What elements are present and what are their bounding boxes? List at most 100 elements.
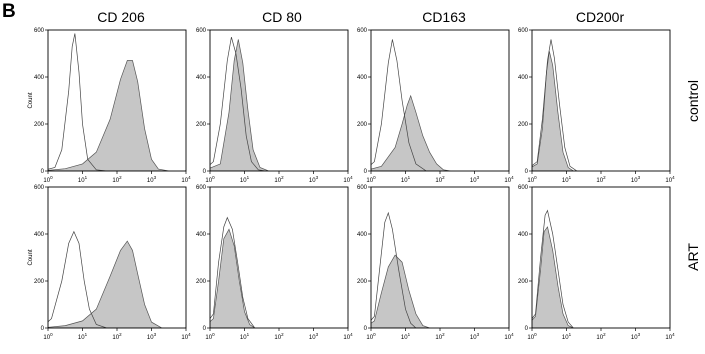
open-histogram	[371, 39, 427, 171]
column-title-cd80: CD 80	[262, 9, 302, 25]
filled-histogram	[532, 226, 574, 328]
y-tick-label: 200	[34, 122, 45, 128]
x-tick-label: 103	[470, 175, 480, 184]
x-tick-label: 104	[343, 332, 353, 341]
x-tick-label: 103	[470, 332, 480, 341]
filled-histogram	[210, 39, 269, 171]
x-tick-label: 102	[112, 175, 122, 184]
x-tick-label: 102	[596, 175, 606, 184]
x-tick-label: 103	[631, 332, 641, 341]
y-tick-label: 400	[196, 75, 207, 81]
x-tick-label: 101	[562, 175, 572, 184]
column-title-cd163: CD163	[422, 9, 466, 25]
x-tick-label: 103	[147, 175, 157, 184]
y-tick-label: 600	[518, 185, 529, 191]
y-tick-label: 200	[357, 279, 368, 285]
y-tick-label: 600	[34, 28, 45, 34]
y-tick-label: 200	[34, 279, 45, 285]
y-tick-label: 0	[203, 169, 207, 175]
x-tick-label: 100	[43, 332, 53, 341]
open-histogram	[532, 39, 578, 171]
filled-histogram	[210, 228, 256, 328]
y-tick-label: 0	[525, 169, 529, 175]
x-tick-label: 104	[665, 332, 675, 341]
open-histogram	[532, 209, 574, 328]
y-tick-label: 400	[357, 75, 368, 81]
filled-histogram	[532, 51, 575, 171]
open-histogram	[210, 37, 266, 171]
column-title-cd206: CD 206	[97, 9, 145, 25]
filled-histogram	[371, 254, 430, 328]
histogram-panel-control-cd163: 0 200 400 600 100 101 102 103 104	[357, 28, 514, 184]
x-tick-label: 100	[366, 175, 376, 184]
y-tick-label: 600	[196, 28, 207, 34]
y-tick-label: 0	[364, 169, 368, 175]
y-axis-label: Count	[28, 92, 34, 108]
x-tick-label: 101	[78, 175, 88, 184]
histogram-panel-art-cd80: 0 200 400 600 100 101 102 103 104	[196, 185, 353, 341]
x-tick-label: 104	[181, 175, 191, 184]
histogram-panel-art-cd206: 0 200 400 600 100 101 102 103 104 Count	[28, 185, 191, 341]
open-histogram	[48, 230, 107, 328]
x-tick-label: 100	[43, 175, 53, 184]
y-tick-label: 200	[518, 122, 529, 128]
x-tick-label: 102	[596, 332, 606, 341]
histogram-panel-art-cd200r: 0 200 400 600 100 101 102 103 104	[518, 185, 675, 341]
y-tick-label: 400	[34, 75, 45, 81]
histogram-panel-control-cd206: 0 200 400 600 100 101 102 103 104 Count	[28, 28, 191, 184]
x-tick-label: 102	[274, 332, 284, 341]
y-tick-label: 400	[518, 232, 529, 238]
y-tick-label: 200	[357, 122, 368, 128]
y-tick-label: 400	[196, 232, 207, 238]
y-tick-label: 0	[203, 326, 207, 332]
x-tick-label: 103	[147, 332, 157, 341]
x-tick-label: 100	[205, 332, 215, 341]
y-tick-label: 200	[196, 279, 207, 285]
panel-letter: B	[2, 1, 16, 22]
filled-histogram	[371, 94, 451, 171]
y-tick-label: 600	[357, 185, 368, 191]
histogram-panel-art-cd163: 0 200 400 600 100 101 102 103 104	[357, 185, 514, 341]
y-tick-label: 0	[41, 169, 45, 175]
x-tick-label: 104	[343, 175, 353, 184]
y-tick-label: 200	[196, 122, 207, 128]
y-tick-label: 600	[34, 185, 45, 191]
y-tick-label: 0	[41, 326, 45, 332]
row-title-art: ART	[685, 243, 701, 271]
y-tick-label: 0	[364, 326, 368, 332]
x-tick-label: 102	[435, 332, 445, 341]
y-tick-label: 600	[518, 28, 529, 34]
histogram-panels: 0200400600100101102103104Count0200400600…	[28, 28, 675, 341]
open-histogram	[371, 211, 417, 328]
y-tick-label: 400	[518, 75, 529, 81]
y-tick-label: 200	[518, 279, 529, 285]
y-tick-label: 600	[357, 28, 368, 34]
filled-histogram	[48, 60, 169, 171]
x-tick-label: 104	[504, 332, 514, 341]
x-tick-label: 100	[366, 332, 376, 341]
y-axis-label: Count	[28, 249, 34, 265]
x-tick-label: 103	[309, 175, 319, 184]
open-histogram	[210, 216, 256, 328]
open-histogram	[48, 33, 107, 171]
x-tick-label: 102	[112, 332, 122, 341]
filled-histogram	[48, 240, 163, 328]
y-tick-label: 400	[357, 232, 368, 238]
x-tick-label: 100	[205, 175, 215, 184]
x-tick-label: 101	[78, 332, 88, 341]
histogram-panel-control-cd80: 0 200 400 600 100 101 102 103 104	[196, 28, 353, 184]
x-tick-label: 101	[562, 332, 572, 341]
x-tick-label: 101	[240, 332, 250, 341]
histogram-panel-control-cd200r: 0 200 400 600 100 101 102 103 104	[518, 28, 675, 184]
x-tick-label: 101	[240, 175, 250, 184]
x-tick-label: 101	[401, 175, 411, 184]
x-tick-label: 102	[435, 175, 445, 184]
x-tick-label: 103	[631, 175, 641, 184]
row-title-control: control	[685, 80, 701, 122]
x-tick-label: 103	[309, 332, 319, 341]
x-tick-label: 100	[527, 332, 537, 341]
x-tick-label: 101	[401, 332, 411, 341]
plot-frame	[370, 29, 510, 172]
x-tick-label: 102	[274, 175, 284, 184]
